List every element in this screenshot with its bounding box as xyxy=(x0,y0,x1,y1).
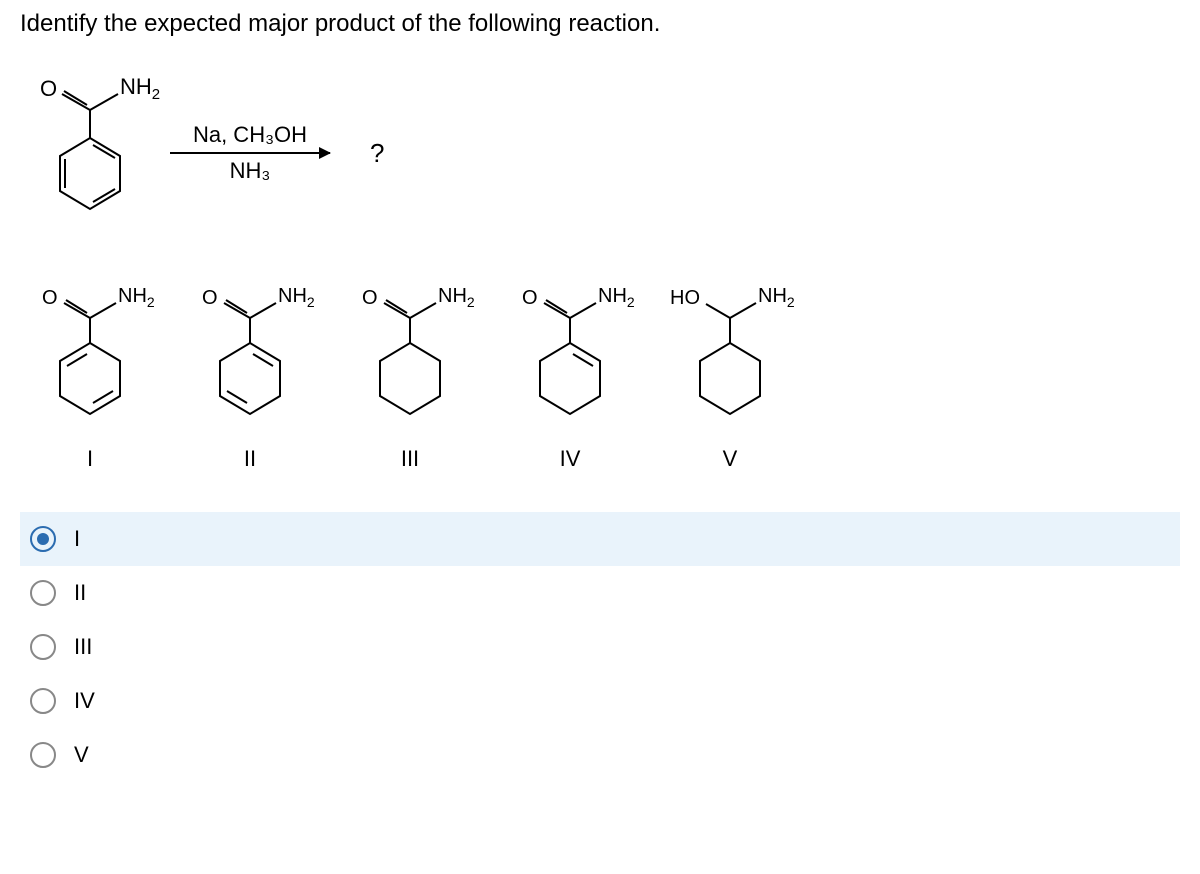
svg-text:HO: HO xyxy=(670,287,700,309)
option-V[interactable]: V xyxy=(20,728,1180,782)
svg-text:NH2: NH2 xyxy=(598,285,635,310)
candidate-row: O NH2 I O NH2 II xyxy=(20,278,1180,472)
svg-text:O: O xyxy=(362,287,378,309)
candidate-label: II xyxy=(244,446,256,472)
option-label: III xyxy=(74,634,92,660)
reagent-top: Na, CH₃OH xyxy=(193,122,307,148)
candidate-IV: O NH2 IV xyxy=(500,278,640,472)
radio-icon xyxy=(30,526,56,552)
product-placeholder: ? xyxy=(370,138,384,169)
radio-icon xyxy=(30,688,56,714)
reagent-bottom: NH₃ xyxy=(230,158,271,184)
reagent-arrow: Na, CH₃OH NH₃ xyxy=(170,122,330,185)
option-I[interactable]: I xyxy=(20,512,1180,566)
svg-text:O: O xyxy=(202,287,218,309)
option-label: I xyxy=(74,526,80,552)
candidate-label: V xyxy=(723,446,738,472)
svg-text:O: O xyxy=(522,287,538,309)
option-label: II xyxy=(74,580,86,606)
option-label: V xyxy=(74,742,89,768)
svg-text:NH2: NH2 xyxy=(278,285,315,310)
svg-text:O: O xyxy=(42,287,58,309)
svg-text:NH2: NH2 xyxy=(438,285,475,310)
reaction-arrow-icon xyxy=(170,152,330,154)
svg-text:O: O xyxy=(40,76,57,101)
radio-icon xyxy=(30,634,56,660)
candidate-label: I xyxy=(87,446,93,472)
option-II[interactable]: II xyxy=(20,566,1180,620)
option-IV[interactable]: IV xyxy=(20,674,1180,728)
reaction-scheme: O NH2 Na, CH₃OH NH₃ ? xyxy=(20,68,1180,238)
svg-text:NH2: NH2 xyxy=(758,285,795,310)
question-text: Identify the expected major product of t… xyxy=(20,10,1180,38)
svg-text:NH2: NH2 xyxy=(118,285,155,310)
answer-options: I II III IV V xyxy=(20,512,1180,782)
radio-icon xyxy=(30,580,56,606)
candidate-II: O NH2 II xyxy=(180,278,320,472)
candidate-label: IV xyxy=(560,446,581,472)
candidate-I: O NH2 I xyxy=(20,278,160,472)
candidate-label: III xyxy=(401,446,419,472)
starting-material: O NH2 xyxy=(20,68,160,238)
svg-text:NH2: NH2 xyxy=(120,74,160,103)
radio-icon xyxy=(30,742,56,768)
candidate-III: O NH2 III xyxy=(340,278,480,472)
candidate-V: HO NH2 V xyxy=(660,278,800,472)
option-label: IV xyxy=(74,688,95,714)
option-III[interactable]: III xyxy=(20,620,1180,674)
